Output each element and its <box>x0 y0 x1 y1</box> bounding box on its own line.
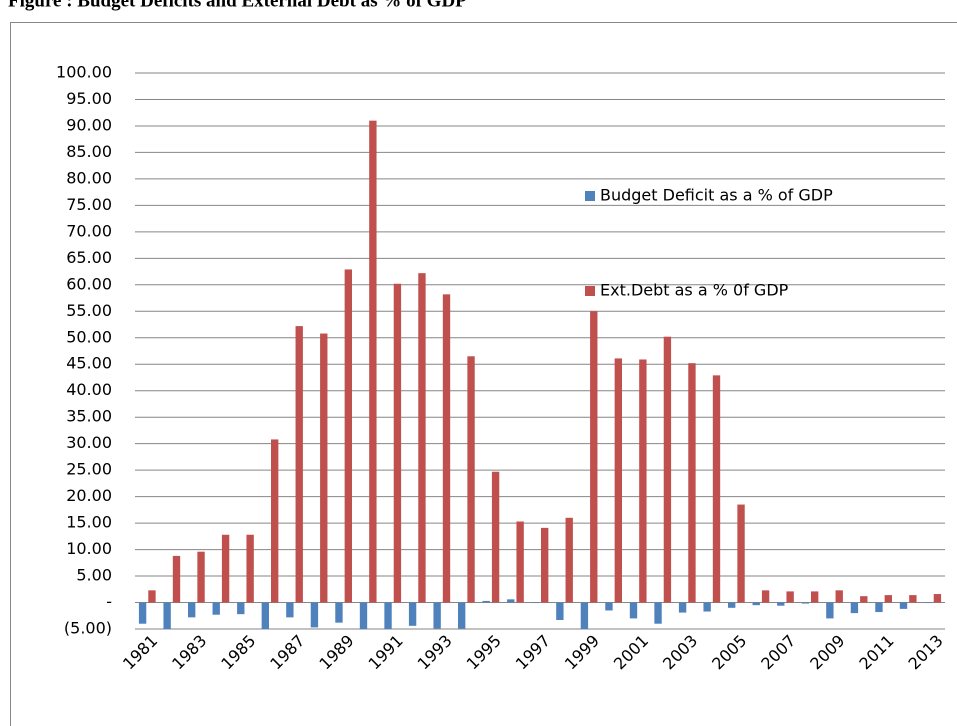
y-tick-label: 100.00 <box>56 63 112 82</box>
bar <box>556 602 564 620</box>
y-tick-label: 20.00 <box>66 486 112 505</box>
bar <box>212 602 220 615</box>
bar <box>467 356 475 603</box>
bar <box>728 602 736 608</box>
bar <box>811 591 819 603</box>
bar <box>197 551 205 603</box>
bar <box>286 602 294 618</box>
y-tick-label: 30.00 <box>66 433 112 452</box>
bar <box>761 590 770 603</box>
bar <box>418 273 426 603</box>
bar <box>826 602 834 619</box>
bar <box>393 283 402 603</box>
bar <box>712 375 721 603</box>
bar <box>359 602 368 629</box>
bar <box>271 439 279 603</box>
bar <box>703 602 711 612</box>
bar <box>433 602 441 629</box>
legend-label: Budget Deficit as a % of GDP <box>600 186 833 205</box>
bar <box>482 600 490 603</box>
bar <box>639 359 647 603</box>
bar <box>172 555 181 603</box>
bar <box>678 602 687 613</box>
legend-swatch <box>585 191 595 201</box>
bar <box>777 602 785 606</box>
chart-title: Figure : Budget Deficits and External De… <box>8 0 467 11</box>
y-tick-label: 75.00 <box>66 195 112 214</box>
bar <box>580 602 589 629</box>
y-tick-label: 5.00 <box>76 566 112 585</box>
bar <box>565 517 573 603</box>
y-tick-label: 50.00 <box>66 327 112 346</box>
y-tick-label: 45.00 <box>66 354 112 373</box>
bar <box>163 602 171 629</box>
bar <box>663 336 672 603</box>
bar <box>541 527 549 603</box>
legend-label: Ext.Debt as a % 0f GDP <box>600 281 789 300</box>
bar <box>188 602 196 618</box>
bar <box>860 596 868 603</box>
y-tick-label: 25.00 <box>66 460 112 479</box>
bar <box>246 534 254 603</box>
bar <box>835 590 843 603</box>
bar <box>408 602 417 626</box>
bar <box>516 521 524 603</box>
y-tick-label: 15.00 <box>66 513 112 532</box>
legend-swatch <box>585 286 595 296</box>
bar <box>850 602 859 614</box>
y-tick-label: - <box>106 592 112 611</box>
chart-border <box>10 22 957 726</box>
bar <box>688 363 696 603</box>
bar <box>237 602 245 615</box>
bar <box>491 471 500 603</box>
bar <box>320 333 328 603</box>
bar <box>531 602 539 604</box>
y-tick-label: 60.00 <box>66 274 112 293</box>
y-tick-label: 55.00 <box>66 301 112 320</box>
bar <box>924 602 932 604</box>
bar <box>369 120 377 603</box>
bar <box>801 602 809 604</box>
bar <box>344 269 352 603</box>
bar <box>909 595 917 603</box>
bar <box>752 602 760 606</box>
y-tick-label: 85.00 <box>66 142 112 161</box>
y-tick-label: 70.00 <box>66 221 112 240</box>
bar <box>654 602 662 624</box>
bar <box>335 602 343 623</box>
bar <box>737 504 745 603</box>
bar <box>629 602 638 619</box>
y-tick-label: 35.00 <box>66 407 112 426</box>
y-tick-label: 40.00 <box>66 380 112 399</box>
bar <box>884 595 892 603</box>
bar <box>899 602 908 609</box>
y-tick-label: (5.00) <box>64 619 112 638</box>
bar <box>148 590 156 603</box>
y-tick-label: 90.00 <box>66 115 112 134</box>
bar <box>384 602 392 629</box>
bar <box>458 602 466 629</box>
bar <box>442 294 451 603</box>
bar <box>507 599 515 603</box>
bar <box>786 591 794 603</box>
bar <box>933 594 942 603</box>
bar <box>295 326 303 603</box>
bar <box>875 602 883 613</box>
bar <box>310 602 319 628</box>
bar <box>221 534 230 603</box>
bar <box>614 358 622 603</box>
bar <box>605 602 613 611</box>
y-tick-label: 80.00 <box>66 168 112 187</box>
y-tick-label: 65.00 <box>66 248 112 267</box>
y-tick-label: 95.00 <box>66 89 112 108</box>
bar <box>590 311 598 603</box>
bar <box>261 602 269 629</box>
bar <box>138 602 147 624</box>
y-tick-label: 10.00 <box>66 539 112 558</box>
